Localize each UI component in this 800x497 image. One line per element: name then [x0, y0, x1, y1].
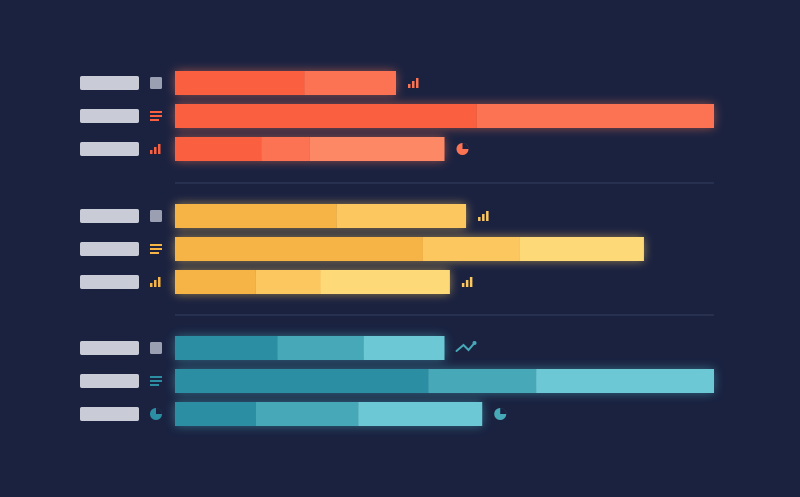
bar-segment [175, 369, 429, 393]
bar-segment [277, 336, 364, 360]
bar-segment [358, 402, 483, 426]
bar-segment [428, 369, 537, 393]
bar-glyph [478, 217, 481, 221]
line-glyph [150, 384, 159, 386]
square-icon [150, 210, 162, 222]
lines-icon [150, 376, 162, 386]
bar-segment [175, 336, 278, 360]
lines-icon [150, 244, 162, 254]
bar-segment [255, 402, 359, 426]
lines-icon [150, 111, 162, 121]
bar-segment [175, 104, 477, 128]
bar-segment [336, 204, 467, 228]
trend-glyph [455, 342, 476, 352]
pie-chart-icon [150, 408, 162, 420]
bar-segment [476, 104, 714, 128]
line-glyph [150, 111, 162, 113]
trailing-pie-chart-icon [494, 408, 507, 420]
bar-glyph [469, 277, 473, 287]
line-glyph [150, 244, 162, 246]
square-glyph [150, 77, 162, 89]
line-glyph [150, 119, 159, 121]
bar-segment [175, 237, 423, 261]
bar-segment [309, 137, 445, 161]
bar-glyph [158, 277, 161, 287]
bar-segment [320, 270, 450, 294]
bar-segment [175, 137, 262, 161]
bar-glyph [150, 283, 153, 287]
bar-segment [255, 270, 321, 294]
row-label-placeholder [80, 109, 139, 123]
line-glyph [150, 376, 162, 378]
bar-group-2 [80, 204, 644, 294]
trailing-bar-chart-icon [407, 78, 419, 88]
bar-glyph [158, 144, 161, 154]
line-glyph [150, 380, 162, 382]
line-glyph [150, 115, 162, 117]
square-icon [150, 342, 162, 354]
square-icon [150, 77, 162, 89]
row-label-placeholder [80, 407, 139, 421]
bar-chart-icon [150, 144, 161, 154]
row-label-placeholder [80, 275, 139, 289]
bar-glyph [461, 283, 465, 287]
bar-group-1 [80, 71, 714, 161]
bar-glyph [154, 280, 157, 287]
bar-segment [422, 237, 520, 261]
line-glyph [150, 248, 162, 250]
bar-glyph [486, 211, 489, 221]
pie-slice-cutout [500, 408, 507, 414]
bar-segment [175, 402, 256, 426]
row-label-placeholder [80, 209, 139, 223]
bar-glyph [415, 78, 419, 88]
bar-glyph [482, 214, 485, 221]
bar-segment [519, 237, 644, 261]
bar-group-3 [80, 336, 714, 426]
square-glyph [150, 342, 162, 354]
trailing-pie-chart-icon [456, 143, 469, 155]
pie-slice-cutout [462, 143, 469, 149]
trailing-bar-chart-icon [478, 211, 489, 221]
trend-dot [472, 341, 477, 345]
pie-slice-cutout [156, 408, 162, 414]
bar-segment [536, 369, 714, 393]
plot-area [80, 71, 714, 426]
bar-segment [261, 137, 310, 161]
bar-glyph [150, 150, 153, 154]
bar-segment [175, 270, 256, 294]
bar-glyph [407, 84, 411, 88]
row-label-placeholder [80, 76, 139, 90]
bar-segment [175, 204, 337, 228]
bar-chart-icon [150, 277, 161, 287]
bar-glyph [465, 280, 469, 287]
bar-segment [175, 71, 305, 95]
row-label-placeholder [80, 374, 139, 388]
bar-glyph [154, 147, 157, 154]
line-glyph [150, 252, 159, 254]
row-label-placeholder [80, 142, 139, 156]
bar-segment [304, 71, 396, 95]
bar-glyph [411, 81, 415, 88]
trailing-trend-icon [455, 341, 477, 352]
bar-segment [363, 336, 445, 360]
row-label-placeholder [80, 242, 139, 256]
row-label-placeholder [80, 341, 139, 355]
square-glyph [150, 210, 162, 222]
trailing-bar-chart-icon [461, 277, 473, 287]
